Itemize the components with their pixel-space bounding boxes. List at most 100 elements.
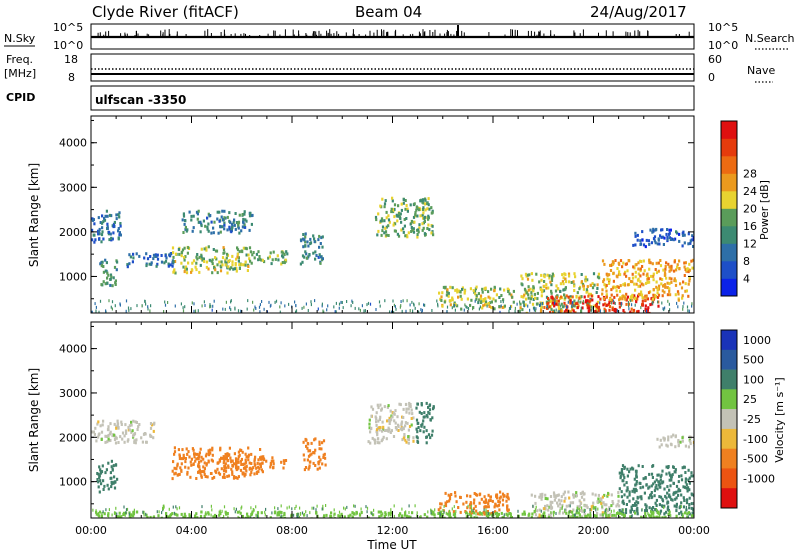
data-cell	[626, 295, 629, 299]
data-cell	[551, 500, 554, 504]
ground-scatter-cell	[433, 512, 435, 516]
data-cell	[426, 515, 429, 518]
data-cell	[177, 448, 180, 452]
data-cell	[426, 202, 429, 205]
ground-scatter-cell	[210, 504, 212, 508]
data-cell	[283, 253, 286, 256]
ground-scatter-cell	[358, 307, 360, 311]
data-cell	[244, 263, 247, 267]
data-cell	[433, 516, 436, 518]
data-cell	[280, 460, 283, 464]
data-cell	[572, 493, 575, 497]
data-cell	[633, 294, 636, 298]
data-cell	[456, 288, 459, 292]
data-cell	[569, 310, 572, 313]
data-cell	[577, 304, 580, 308]
data-cell	[207, 222, 210, 226]
colorbar-swatch	[721, 428, 737, 449]
data-cell	[416, 440, 420, 444]
data-cell	[617, 491, 620, 494]
ground-scatter-cell	[553, 309, 556, 313]
ground-scatter-cell	[454, 514, 456, 518]
data-cell	[638, 481, 641, 485]
data-cell	[187, 246, 190, 250]
ground-scatter-cell	[149, 309, 151, 313]
data-cell	[683, 233, 686, 237]
ground-scatter-cell	[583, 508, 585, 512]
data-cell	[549, 310, 552, 313]
data-cell	[231, 263, 234, 267]
colorbar-swatch	[721, 488, 737, 509]
data-cell	[117, 229, 120, 233]
data-cell	[394, 426, 397, 429]
data-cell	[643, 491, 646, 495]
data-cell	[183, 258, 186, 262]
data-cell	[649, 514, 652, 518]
data-cell	[165, 512, 168, 515]
data-cell	[304, 437, 307, 441]
data-cell	[102, 488, 105, 491]
data-cell	[527, 296, 530, 300]
data-cell	[211, 258, 214, 262]
data-cell	[183, 270, 186, 274]
data-cell	[543, 275, 546, 279]
ground-scatter-cell	[529, 300, 531, 304]
data-cell	[622, 261, 625, 265]
data-cell	[237, 516, 240, 518]
data-cell	[306, 458, 309, 462]
data-cell	[664, 285, 667, 289]
ground-scatter-cell	[379, 304, 381, 308]
data-cell	[490, 287, 493, 291]
data-cell	[220, 456, 224, 460]
data-cell	[632, 497, 635, 501]
data-cell	[432, 233, 435, 237]
ground-scatter-cell	[431, 309, 433, 312]
ground-scatter-cell	[465, 305, 467, 309]
ground-scatter-cell	[667, 299, 669, 303]
ground-scatter-cell	[164, 303, 167, 307]
data-cell	[235, 267, 238, 270]
ground-scatter-cell	[209, 305, 211, 309]
data-cell	[642, 477, 645, 481]
data-cell	[105, 261, 108, 265]
data-cell	[277, 513, 281, 517]
data-cell	[224, 258, 227, 262]
data-cell	[142, 432, 146, 436]
data-cell	[224, 510, 227, 514]
data-cell	[173, 450, 177, 454]
data-cell	[525, 291, 528, 295]
data-cell	[492, 516, 495, 518]
data-cell	[236, 222, 240, 226]
data-cell	[119, 515, 122, 518]
data-cell	[510, 516, 513, 518]
data-cell	[322, 439, 326, 443]
data-cell	[245, 253, 248, 257]
data-cell	[640, 282, 643, 286]
data-cell	[237, 457, 240, 461]
data-cell	[477, 301, 480, 305]
data-cell	[252, 466, 255, 470]
data-cell	[554, 495, 557, 499]
data-cell	[580, 495, 584, 499]
ground-scatter-cell	[219, 509, 221, 513]
data-cell	[617, 261, 620, 265]
data-cell	[561, 273, 564, 277]
data-cell	[582, 492, 585, 496]
data-cell	[197, 463, 200, 466]
data-cell	[677, 298, 680, 302]
data-cell	[235, 257, 238, 261]
ground-scatter-cell	[340, 300, 342, 304]
data-cell	[652, 278, 655, 282]
ground-scatter-cell	[297, 515, 299, 518]
data-cell	[286, 252, 289, 256]
data-cell	[304, 232, 307, 236]
data-cell	[392, 411, 395, 415]
data-cell	[605, 503, 608, 507]
x-tick-label: 20:00	[578, 524, 610, 537]
data-cell	[319, 261, 322, 265]
data-cell	[397, 423, 400, 427]
data-cell	[644, 509, 647, 513]
ground-scatter-cell	[676, 301, 678, 305]
data-cell	[447, 493, 450, 497]
data-cell	[133, 440, 136, 444]
